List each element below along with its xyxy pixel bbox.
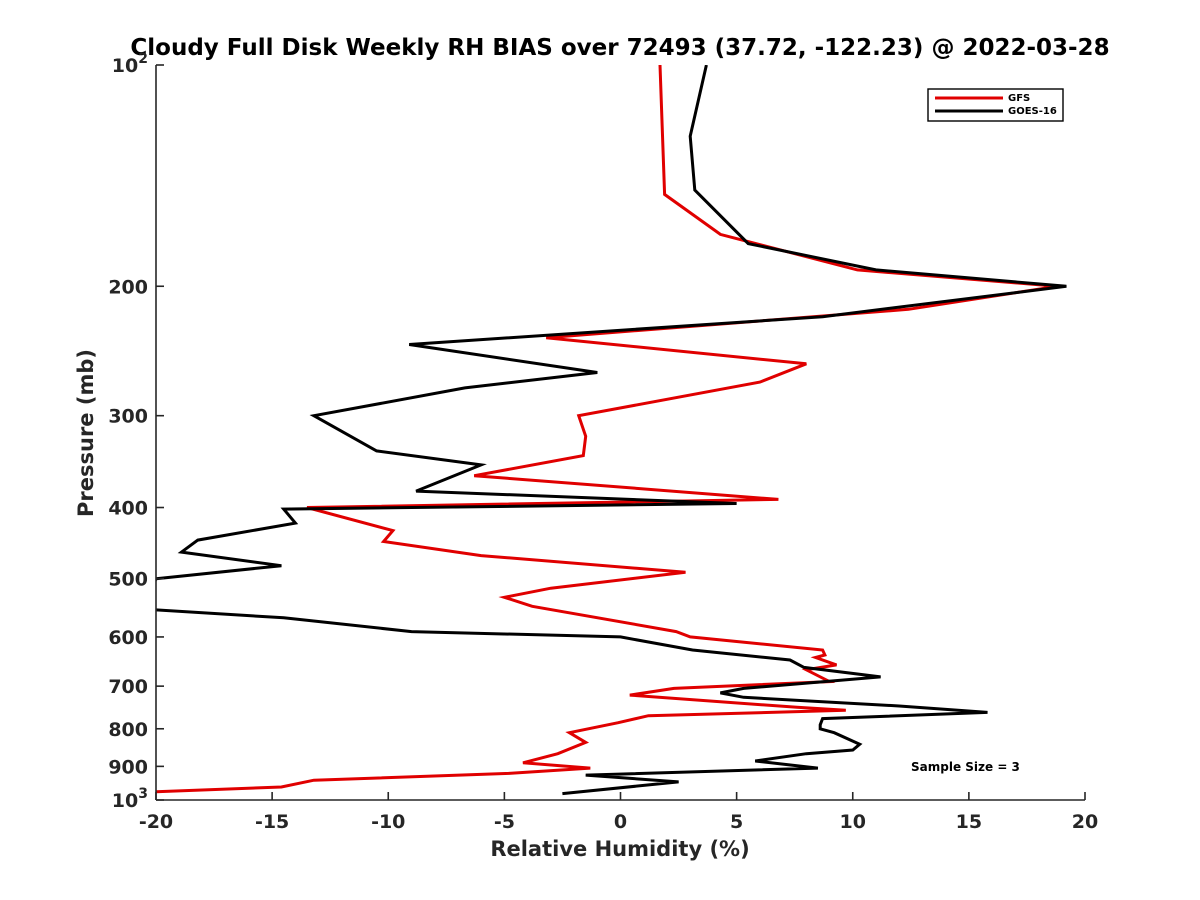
x-axis-label: Relative Humidity (%) — [490, 837, 749, 861]
legend: GFS GOES-16 — [927, 88, 1064, 122]
x-tick-label: -10 — [371, 811, 405, 833]
series-line-goes16 — [156, 65, 1067, 796]
plot-series-group — [156, 65, 1067, 796]
y-axis-label: Pressure (mb) — [74, 349, 98, 517]
x-tick-label: 20 — [1072, 811, 1098, 833]
x-tick-label: -20 — [139, 811, 173, 833]
x-tick-label: -15 — [255, 811, 289, 833]
legend-label-goes16: GOES-16 — [1008, 106, 1057, 117]
x-tick-label: 5 — [730, 811, 743, 833]
y-tick-label: 600 — [108, 627, 148, 649]
x-tick-label: 10 — [840, 811, 866, 833]
y-tick-label: 900 — [108, 756, 148, 778]
y-tick-label: 200 — [108, 276, 148, 298]
y-tick-label: 800 — [108, 719, 148, 741]
y-tick-label: 700 — [108, 676, 148, 698]
chart-title: Cloudy Full Disk Weekly RH BIAS over 724… — [130, 35, 1109, 61]
y-tick-label: 300 — [108, 406, 148, 428]
y-tick-label: 102 — [112, 51, 148, 77]
x-tick-label: -5 — [494, 811, 515, 833]
series-line-gfs — [156, 65, 1058, 794]
x-tick-group: -20 -15 -10 -5 0 5 10 15 20 — [139, 792, 1098, 833]
y-tick-label: 103 — [112, 786, 148, 812]
y-tick-group: 102 200 300 400 500 600 700 800 900 103 — [108, 51, 164, 812]
legend-box — [927, 88, 1064, 122]
x-tick-label: 0 — [614, 811, 627, 833]
legend-label-gfs: GFS — [1008, 93, 1030, 104]
y-tick-label: 400 — [108, 498, 148, 520]
x-tick-label: 15 — [956, 811, 982, 833]
y-tick-label: 500 — [108, 569, 148, 591]
sample-size-annotation: Sample Size = 3 — [911, 760, 1020, 774]
